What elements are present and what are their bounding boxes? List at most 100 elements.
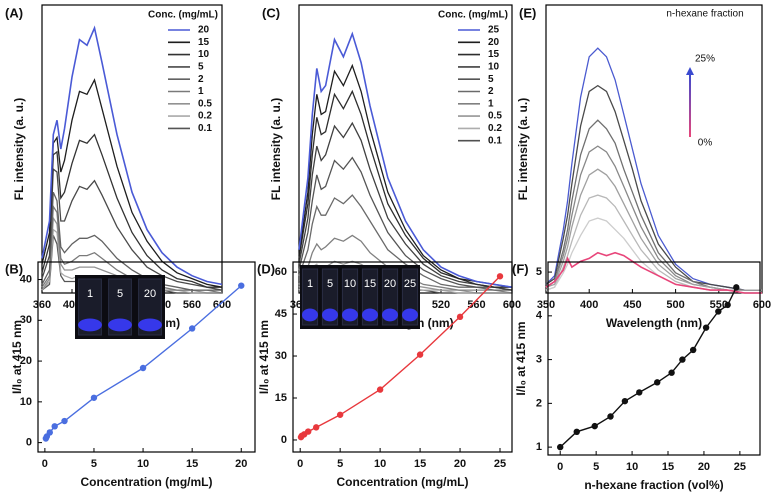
- plot-frame: [298, 4, 513, 294]
- data-point: [591, 422, 598, 430]
- data-point: [416, 351, 424, 358]
- y-tick-label: 15: [275, 392, 287, 404]
- data-line: [559, 287, 737, 448]
- legend-label: 20: [198, 25, 210, 36]
- data-point: [376, 386, 384, 393]
- panel-label: (E): [519, 5, 536, 20]
- spectrum-line: [41, 78, 223, 288]
- inset-label: 25: [404, 278, 416, 290]
- spectrum-line: [298, 121, 513, 291]
- vial-glow: [138, 318, 162, 332]
- panel-label: (B): [5, 261, 23, 276]
- spectrum-line: [298, 31, 513, 288]
- data-point: [139, 364, 147, 372]
- spectrum-line: [298, 89, 512, 288]
- x-tick-label: 5: [337, 458, 343, 470]
- x-tick-label: 20: [235, 458, 247, 470]
- legend-label: 25: [488, 25, 500, 36]
- x-tick-label: 500: [666, 299, 684, 311]
- legend-title: Conc. (mg/mL): [148, 10, 218, 21]
- legend-label: 5: [198, 62, 204, 73]
- data-point: [557, 443, 564, 451]
- x-tick-label: 15: [186, 458, 198, 470]
- y-axis-label: FL intensity (a. u.): [269, 98, 283, 200]
- x-tick-label: 15: [662, 461, 674, 473]
- inset-label: 1: [307, 278, 313, 290]
- vial-glow: [78, 318, 102, 332]
- data-point: [336, 411, 344, 418]
- panel-label: (F): [512, 261, 529, 276]
- vial-glow: [382, 308, 398, 322]
- spectrum-line: [298, 63, 513, 288]
- data-point: [312, 424, 320, 431]
- legend-label: 1: [488, 98, 494, 109]
- data-point: [724, 301, 731, 309]
- data-point: [636, 389, 643, 396]
- legend-label: 2: [488, 86, 494, 97]
- x-tick-label: 20: [454, 458, 466, 470]
- x-tick-label: 10: [626, 461, 638, 473]
- spectrum-line: [41, 167, 223, 291]
- data-point: [496, 273, 504, 280]
- data-point: [61, 417, 68, 425]
- y-tick-label: 0: [281, 434, 287, 446]
- inset-photo: [300, 265, 420, 329]
- vial-glow: [322, 308, 338, 322]
- plot-frame: [37, 261, 256, 453]
- x-axis-label: n-hexane fraction (vol%): [584, 478, 723, 492]
- x-tick-label: 5: [91, 458, 97, 470]
- data-point: [607, 413, 614, 420]
- legend-label: 10: [198, 49, 210, 60]
- inset-label: 5: [327, 278, 333, 290]
- panel-label: (A): [5, 5, 23, 20]
- inset-label: 20: [144, 288, 156, 300]
- spectrum-line: [545, 84, 762, 291]
- data-point: [733, 284, 740, 291]
- data-point: [238, 282, 245, 289]
- y-tick-label: 1: [536, 441, 542, 453]
- data-point: [715, 308, 722, 315]
- x-tick-label: 560: [183, 299, 201, 311]
- y-tick-label: 20: [20, 355, 32, 367]
- y-tick-label: 4: [536, 310, 543, 322]
- x-tick-label: 0: [297, 458, 303, 470]
- legend-label: 0.1: [488, 135, 502, 146]
- spectrum-line: [545, 168, 762, 291]
- legend-label: 0.5: [198, 98, 212, 109]
- y-axis-label: I/I₀ at 415 nm: [257, 320, 271, 394]
- spectrum-line: [298, 194, 512, 291]
- x-tick-label: 25: [494, 458, 506, 470]
- data-point: [51, 423, 58, 430]
- x-tick-label: 20: [698, 461, 710, 473]
- legend-label: 0.1: [198, 123, 212, 134]
- data-point: [689, 346, 697, 354]
- plot-frame: [292, 261, 513, 453]
- legend-label: 10: [488, 62, 500, 73]
- panel-label: (D): [257, 261, 275, 276]
- y-axis-label: I/I₀ at 415 nm: [10, 320, 24, 394]
- x-tick-label: 600: [753, 299, 771, 311]
- y-tick-label: 30: [275, 350, 287, 362]
- inset-label: 10: [344, 278, 356, 290]
- y-axis-label: I/I₀ at 415 nm: [514, 321, 528, 395]
- spectrum-line: [298, 234, 513, 294]
- x-tick-label: 600: [213, 299, 231, 311]
- data-point: [668, 369, 675, 376]
- inset-label: 15: [364, 278, 376, 290]
- panel-label: (C): [262, 5, 280, 20]
- vial-glow: [302, 308, 318, 322]
- plot-frame: [545, 4, 763, 294]
- legend-title: Conc. (mg/mL): [438, 10, 508, 21]
- x-tick-label: 0: [42, 458, 48, 470]
- inset-label: 5: [117, 288, 123, 300]
- x-axis-label: Wavelength (nm): [606, 316, 702, 330]
- y-tick-label: 3: [536, 354, 542, 366]
- x-tick-label: 520: [432, 299, 450, 311]
- legend-label: 15: [488, 49, 500, 60]
- data-point: [456, 313, 464, 321]
- x-axis-label: Concentration (mg/mL): [337, 475, 469, 489]
- x-tick-label: 360: [33, 299, 51, 311]
- data-point: [304, 428, 312, 435]
